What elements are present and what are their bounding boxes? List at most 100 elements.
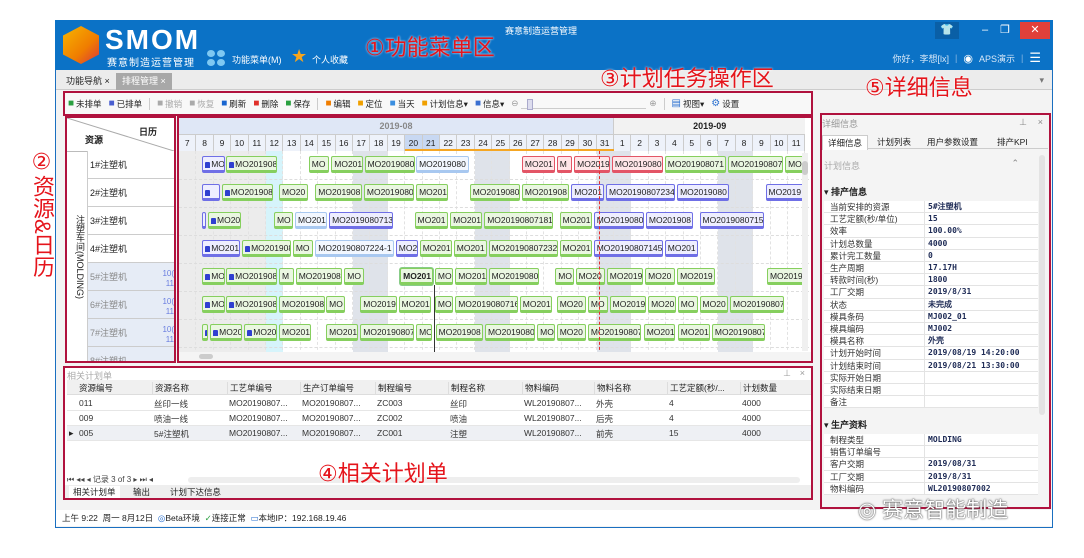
- group-header-production[interactable]: ▾ 生产资料: [824, 420, 868, 430]
- task-bar[interactable]: MO2019: [606, 268, 643, 285]
- task-bar[interactable]: MO: [202, 156, 226, 173]
- toolbar-button[interactable]: ■ 当天: [390, 98, 415, 110]
- property-row[interactable]: 转款时间(秒) 1800: [824, 274, 1038, 287]
- view-button[interactable]: ▤ 视图▾: [672, 98, 705, 110]
- pin-icon[interactable]: ⊥: [783, 368, 791, 378]
- task-bar[interactable]: MO201908071: [664, 156, 727, 173]
- task-bar[interactable]: M: [556, 156, 572, 173]
- task-bar[interactable]: MO2019: [360, 296, 397, 313]
- task-bar[interactable]: MO201908: [315, 184, 363, 201]
- resource-row[interactable]: 7#注塑机 10(11: [88, 319, 174, 347]
- tab-function-nav[interactable]: 功能导航 ×: [60, 73, 116, 90]
- task-bar[interactable]: MO: [308, 156, 329, 173]
- slider-thumb[interactable]: [527, 98, 534, 110]
- property-row[interactable]: 实际开始日期: [824, 371, 1038, 384]
- task-bar[interactable]: MO: [587, 296, 608, 313]
- task-bar[interactable]: MO201: [677, 324, 711, 341]
- table-row[interactable]: ▸ 005 5#注塑机 MO20190807... MO20190807... ZC001…: [67, 426, 811, 441]
- task-bar[interactable]: MO201: [400, 268, 434, 285]
- task-bar[interactable]: MO20190807234: [606, 184, 675, 201]
- resource-row[interactable]: 1#注塑机: [88, 151, 174, 179]
- vertical-scrollbar[interactable]: [802, 153, 808, 351]
- property-row[interactable]: 生产周期 17.17H: [824, 262, 1038, 275]
- task-bar[interactable]: MO20190807224-1: [315, 240, 395, 257]
- close-icon[interactable]: ×: [799, 368, 805, 378]
- star-icon[interactable]: ★: [291, 46, 308, 66]
- group-header-schedule[interactable]: ▾ 排产信息: [824, 187, 868, 197]
- task-bar[interactable]: MO2019080: [677, 184, 729, 201]
- collapse-icon[interactable]: ⌃: [1011, 158, 1019, 168]
- vertical-scrollbar[interactable]: [1039, 155, 1045, 415]
- task-bar[interactable]: MO2019: [574, 156, 611, 173]
- property-row[interactable]: 计划结束时间 2019/08/21 13:30:00: [824, 359, 1038, 372]
- task-bar[interactable]: MO201: [450, 212, 482, 229]
- task-bar[interactable]: MO2019080: [593, 212, 645, 229]
- task-bar[interactable]: MO201908: [226, 296, 278, 313]
- detail-tab[interactable]: 用户参数设置: [927, 137, 979, 147]
- record-navigator[interactable]: ⏮ ◂◂ ◂ 记录 3 of 3 ▸ ⏭ ◂: [67, 475, 154, 484]
- task-bar[interactable]: MO: [434, 268, 453, 285]
- task-bar[interactable]: MO2019080: [416, 156, 469, 173]
- property-row[interactable]: 计划开始时间 2019/08/19 14:20:00: [824, 347, 1038, 360]
- column-header[interactable]: 计划数量: [740, 382, 812, 394]
- task-bar[interactable]: MO20: [556, 296, 587, 313]
- task-bar[interactable]: MO2019080: [469, 184, 521, 201]
- property-row[interactable]: 模具名称 外壳: [824, 335, 1038, 348]
- task-bar[interactable]: MO: [292, 240, 313, 257]
- task-bar[interactable]: MO20: [210, 324, 242, 341]
- task-bar[interactable]: MO201: [571, 184, 604, 201]
- property-row[interactable]: 工厂交期 2019/8/31: [824, 470, 1038, 483]
- task-bar[interactable]: MO2019080: [611, 156, 663, 173]
- property-row[interactable]: 工艺定额(秒/单位) 15: [824, 213, 1038, 226]
- property-row[interactable]: 累计完工数量 0: [824, 249, 1038, 262]
- task-bar[interactable]: MO20: [699, 296, 728, 313]
- column-header[interactable]: 资源名称: [152, 382, 224, 394]
- task-bar[interactable]: MO201908: [242, 240, 292, 257]
- close-icon[interactable]: ×: [160, 76, 166, 86]
- column-header[interactable]: 工艺定额(秒/...: [667, 382, 739, 394]
- resource-row[interactable]: 4#注塑机: [88, 235, 174, 263]
- task-bar[interactable]: MO201: [664, 240, 698, 257]
- task-bar[interactable]: MO201: [414, 212, 448, 229]
- task-bar[interactable]: MO: [677, 296, 698, 313]
- task-bar[interactable]: M: [279, 268, 294, 285]
- task-bar[interactable]: MO2019: [765, 184, 805, 201]
- task-bar[interactable]: MO: [416, 324, 432, 341]
- task-bar[interactable]: MO: [537, 324, 555, 341]
- pin-icon[interactable]: ⊥: [1019, 117, 1027, 127]
- property-row[interactable]: 实际结束日期: [824, 384, 1038, 397]
- task-bar[interactable]: MO2019080: [488, 268, 540, 285]
- task-bar[interactable]: MO20190807: [727, 156, 783, 173]
- column-header[interactable]: 工艺单编号: [227, 382, 299, 394]
- property-row[interactable]: 客户交期 2019/08/31: [824, 458, 1038, 471]
- toolbar-button[interactable]: ■ 保存: [285, 98, 310, 110]
- toolbar-button[interactable]: ■ 撤销: [157, 98, 182, 110]
- env-button[interactable]: APS演示: [978, 53, 1015, 64]
- task-bar[interactable]: MO: [434, 296, 453, 313]
- property-row[interactable]: 模具编码 MJ002: [824, 323, 1038, 336]
- task-bar[interactable]: MO20190807145: [593, 240, 663, 257]
- maximize-button[interactable]: ❐: [1000, 24, 1010, 36]
- task-bar[interactable]: MO201: [416, 184, 448, 201]
- task-bar[interactable]: MO2019080: [484, 324, 535, 341]
- task-bar[interactable]: MO201908: [521, 184, 569, 201]
- task-bar[interactable]: MO: [344, 268, 364, 285]
- task-bar[interactable]: MO2019080713: [329, 212, 393, 229]
- task-bar[interactable]: MO20: [244, 324, 278, 341]
- task-bar[interactable]: MO2019: [766, 268, 805, 285]
- scroll-thumb[interactable]: [199, 354, 213, 359]
- tab-schedule[interactable]: 排程管理 ×: [116, 73, 172, 90]
- column-header[interactable]: 物料名称: [594, 382, 666, 394]
- settings-button[interactable]: ⚙ 设置: [711, 98, 739, 110]
- column-header[interactable]: 物料编码: [522, 382, 594, 394]
- task-bar[interactable]: MO201: [326, 324, 358, 341]
- close-icon[interactable]: ×: [1037, 117, 1043, 127]
- minimize-button[interactable]: –: [981, 24, 989, 36]
- hamburger-menu-icon[interactable]: ☰: [1029, 50, 1041, 65]
- bottom-tab[interactable]: 计划下达信息: [170, 487, 222, 497]
- task-bar[interactable]: MO201: [559, 212, 592, 229]
- toolbar-button[interactable]: ■ 恢复: [189, 98, 214, 110]
- toolbar-button[interactable]: ■ 定位: [358, 98, 383, 110]
- task-bar[interactable]: [202, 184, 221, 201]
- gantt-chart[interactable]: 7 8 9 10 11 12 13 14 15 16 17 18 19 20 21 22 23 24 25 26 27 2…: [177, 116, 813, 363]
